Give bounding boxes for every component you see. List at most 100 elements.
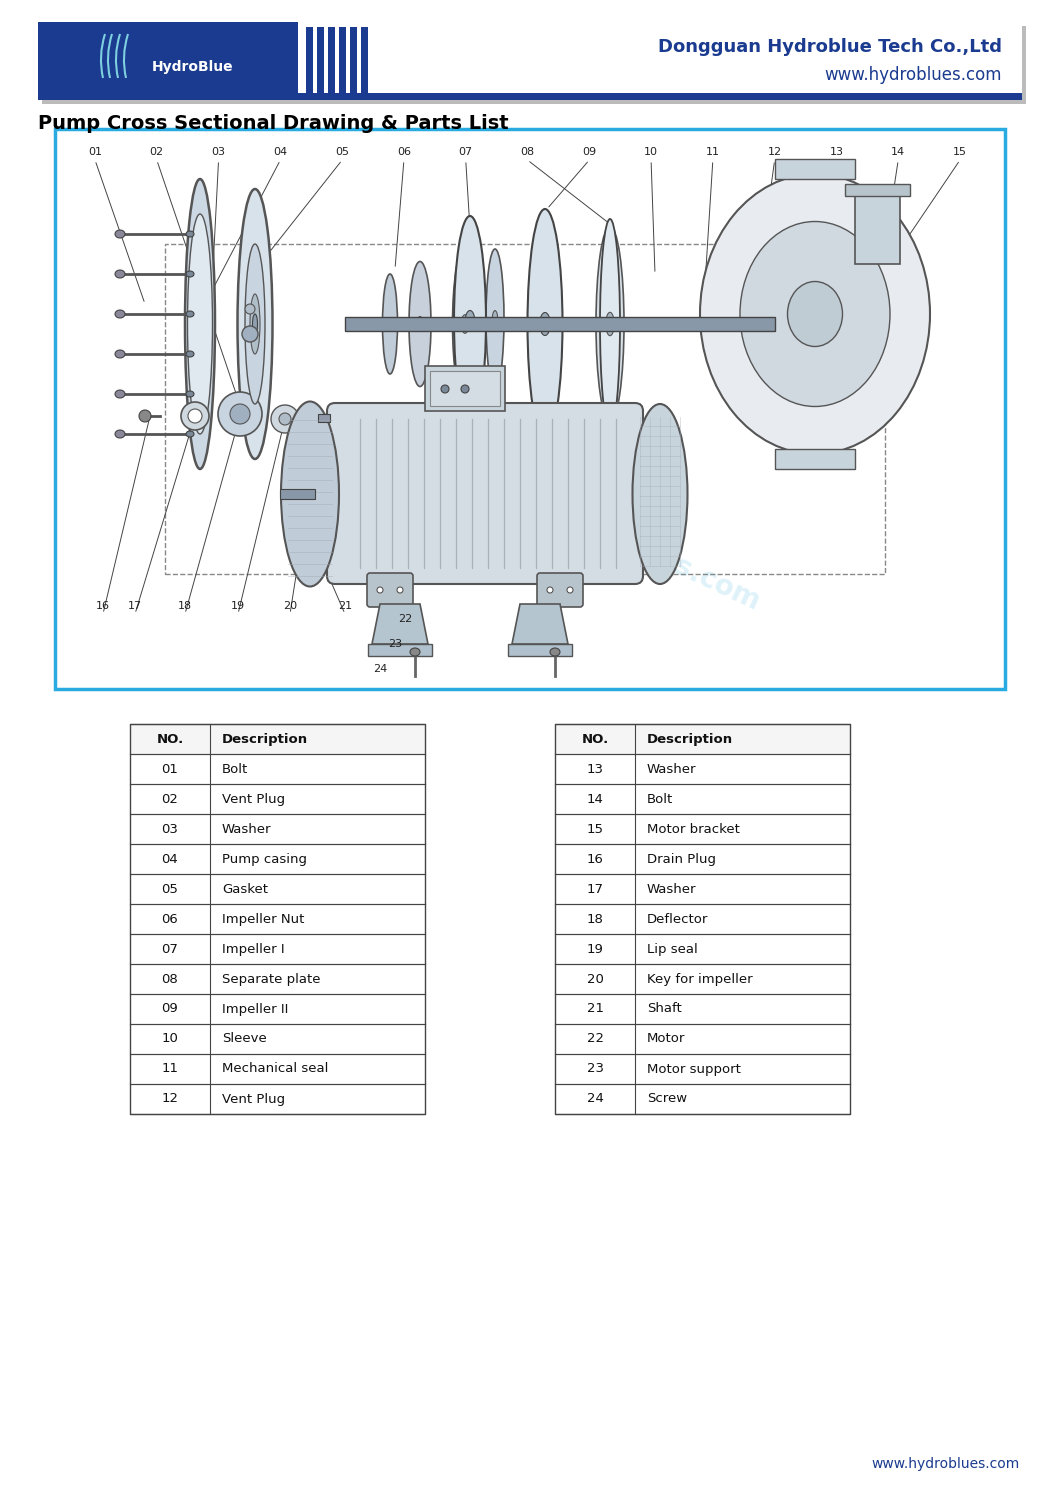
- Bar: [555, 1084, 850, 1114]
- Bar: [130, 1054, 425, 1084]
- Circle shape: [242, 325, 258, 342]
- Text: Washer: Washer: [647, 883, 696, 895]
- Text: Gasket: Gasket: [222, 883, 268, 895]
- Text: 23: 23: [586, 1063, 603, 1075]
- Bar: [430, 370, 500, 406]
- Text: Pump casing: Pump casing: [222, 853, 307, 865]
- Text: Screw: Screw: [647, 1093, 687, 1105]
- Text: 22: 22: [586, 1033, 603, 1045]
- Bar: [130, 874, 425, 904]
- Ellipse shape: [550, 648, 560, 657]
- Text: 01: 01: [161, 763, 178, 775]
- Bar: [555, 904, 850, 934]
- Text: 19: 19: [231, 601, 245, 612]
- Bar: [130, 724, 425, 754]
- Text: 09: 09: [582, 147, 597, 157]
- Ellipse shape: [114, 229, 125, 238]
- Text: www.hydroblues.com: www.hydroblues.com: [447, 448, 764, 616]
- Ellipse shape: [409, 261, 431, 387]
- Text: 03: 03: [161, 823, 178, 835]
- Ellipse shape: [531, 237, 559, 412]
- Bar: [42, 25, 1026, 103]
- Ellipse shape: [633, 405, 688, 585]
- Bar: [555, 934, 850, 964]
- Text: 15: 15: [953, 147, 967, 157]
- Text: 14: 14: [891, 147, 905, 157]
- Circle shape: [461, 385, 469, 393]
- Text: 22: 22: [398, 615, 412, 624]
- Bar: [555, 724, 850, 754]
- Circle shape: [377, 588, 383, 594]
- Text: Motor bracket: Motor bracket: [647, 823, 740, 835]
- Text: Mechanical seal: Mechanical seal: [222, 1063, 329, 1075]
- Text: HydroBlue: HydroBlue: [153, 60, 234, 75]
- Text: 13: 13: [586, 763, 603, 775]
- Ellipse shape: [186, 271, 194, 277]
- Text: 07: 07: [161, 943, 178, 955]
- Text: 03: 03: [212, 147, 226, 157]
- Ellipse shape: [596, 226, 624, 421]
- Bar: [130, 964, 425, 994]
- Text: 13: 13: [829, 147, 844, 157]
- Text: 20: 20: [586, 973, 603, 985]
- Text: 17: 17: [586, 883, 603, 895]
- Circle shape: [188, 409, 202, 423]
- Text: 10: 10: [644, 147, 658, 157]
- Bar: [298, 22, 378, 100]
- Text: Description: Description: [222, 733, 308, 745]
- Ellipse shape: [600, 219, 620, 429]
- Circle shape: [547, 588, 553, 594]
- Ellipse shape: [788, 282, 843, 346]
- Text: NO.: NO.: [157, 733, 183, 745]
- Text: 07: 07: [459, 147, 473, 157]
- Ellipse shape: [186, 178, 215, 469]
- Bar: [368, 645, 432, 657]
- Ellipse shape: [186, 391, 194, 397]
- Ellipse shape: [606, 312, 614, 336]
- Text: NO.: NO.: [581, 733, 608, 745]
- Bar: [555, 754, 850, 784]
- Bar: [130, 844, 425, 874]
- Bar: [130, 934, 425, 964]
- Text: 01: 01: [88, 147, 102, 157]
- Bar: [38, 93, 1022, 100]
- Bar: [130, 784, 425, 814]
- Polygon shape: [372, 604, 428, 645]
- Ellipse shape: [541, 313, 549, 334]
- Text: 17: 17: [128, 601, 142, 612]
- Bar: [165, 244, 885, 574]
- Bar: [130, 994, 425, 1024]
- Text: 11: 11: [161, 1063, 178, 1075]
- Text: 09: 09: [161, 1003, 178, 1015]
- Ellipse shape: [281, 402, 339, 586]
- Text: 21: 21: [338, 601, 352, 612]
- Ellipse shape: [114, 310, 125, 318]
- Bar: [130, 724, 425, 1114]
- Bar: [306, 27, 313, 94]
- Text: Lip seal: Lip seal: [647, 943, 697, 955]
- Text: Description: Description: [647, 733, 734, 745]
- Circle shape: [567, 588, 573, 594]
- Bar: [328, 27, 335, 94]
- Text: Washer: Washer: [222, 823, 271, 835]
- Ellipse shape: [453, 246, 477, 402]
- Text: 23: 23: [388, 639, 402, 649]
- Text: www.hydroblues.com: www.hydroblues.com: [871, 1457, 1020, 1471]
- Text: Bolt: Bolt: [647, 793, 673, 805]
- Ellipse shape: [250, 294, 260, 354]
- Text: Drain Plug: Drain Plug: [647, 853, 716, 865]
- Ellipse shape: [528, 208, 563, 439]
- Text: www.hydroblues.com: www.hydroblues.com: [825, 66, 1002, 84]
- Ellipse shape: [186, 231, 194, 237]
- Ellipse shape: [485, 249, 504, 390]
- Text: Vent Plug: Vent Plug: [222, 1093, 285, 1105]
- Ellipse shape: [114, 430, 125, 438]
- Ellipse shape: [186, 310, 194, 316]
- Text: 12: 12: [767, 147, 781, 157]
- Text: 05: 05: [335, 147, 349, 157]
- FancyBboxPatch shape: [367, 573, 413, 607]
- Ellipse shape: [383, 274, 398, 373]
- Text: 04: 04: [273, 147, 287, 157]
- Bar: [350, 27, 357, 94]
- Bar: [361, 27, 368, 94]
